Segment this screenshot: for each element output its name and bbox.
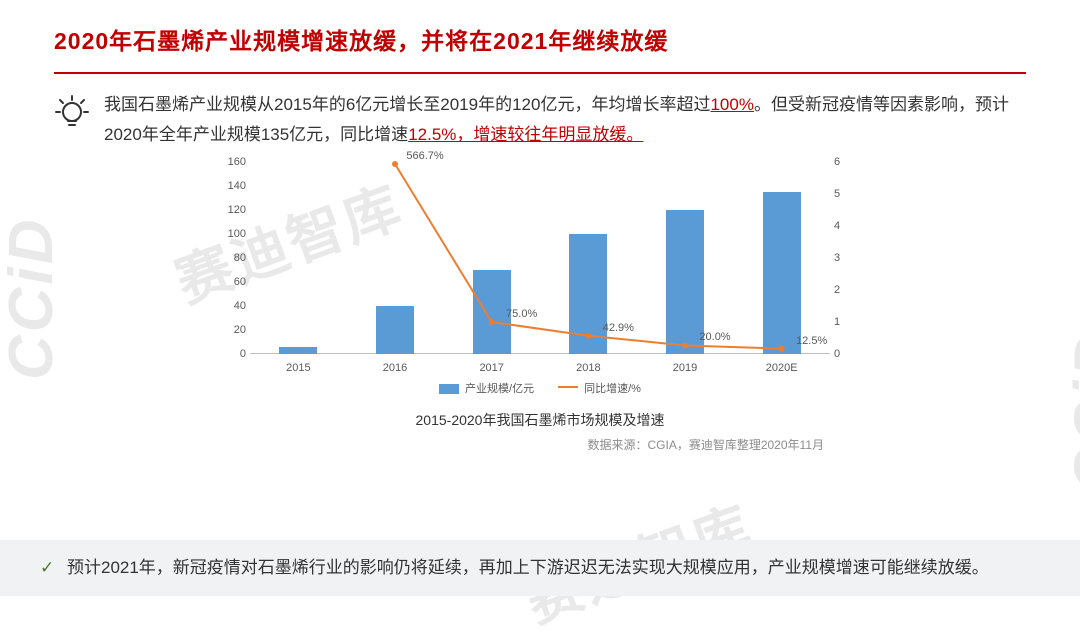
y-left-tick: 160 [224,156,246,168]
line-point-label: 12.5% [796,335,827,347]
y-right-tick: 2 [834,284,850,296]
y-right-tick: 1 [834,316,850,328]
x-tick-label: 2015 [250,362,347,374]
y-left-tick: 20 [224,324,246,336]
line-point-label: 42.9% [603,322,634,334]
y-left-tick: 0 [224,348,246,360]
intro-hl1: 100% [710,95,753,114]
chart-x-labels: 201520162017201820192020E [250,362,830,374]
footnote-text: 预计2021年，新冠疫情对石墨烯行业的影响仍将延续，再加上下游迟迟无法实现大规模… [67,558,989,577]
chart-line-layer [250,162,830,354]
chart-source: 数据来源：CGIA，赛迪智库整理2020年11月 [220,436,824,453]
legend-bar-swatch [439,384,459,394]
y-left-tick: 40 [224,300,246,312]
line-point-label: 566.7% [406,150,443,162]
page-title: 2020年石墨烯产业规模增速放缓，并将在2021年继续放缓 [54,22,1026,56]
y-right-tick: 3 [834,252,850,264]
y-right-tick: 6 [834,156,850,168]
legend-bar-label: 产业规模/亿元 [465,383,534,395]
y-right-tick: 4 [834,220,850,232]
line-point-label: 20.0% [699,331,730,343]
x-tick-label: 2019 [637,362,734,374]
x-tick-label: 2018 [540,362,637,374]
watermark-left: CCiD [0,216,67,380]
line-point-label: 75.0% [506,308,537,320]
intro-pre1: 我国石墨烯产业规模从2015年的6亿元增长至2019年的120亿元，年均增长率超… [104,95,710,114]
y-left-tick: 60 [224,276,246,288]
y-left-tick: 100 [224,228,246,240]
x-tick-label: 2016 [347,362,444,374]
lightbulb-icon [54,92,90,137]
legend-line-swatch [558,386,578,388]
footnote: 预计2021年，新冠疫情对石墨烯行业的影响仍将延续，再加上下游迟迟无法实现大规模… [0,540,1080,596]
legend-line-label: 同比增速/% [584,383,641,395]
legend-bar: 产业规模/亿元 [439,380,534,396]
chart-caption: 2015-2020年我国石墨烯市场规模及增速 [220,410,860,430]
intro-text: 我国石墨烯产业规模从2015年的6亿元增长至2019年的120亿元，年均增长率超… [104,90,1026,150]
legend-line: 同比增速/% [558,380,641,396]
chart: 201520162017201820192020E 02040608010012… [220,158,860,453]
watermark-right: CCiD [1062,330,1080,494]
x-tick-label: 2020E [733,362,830,374]
chart-plot: 201520162017201820192020E 02040608010012… [250,158,830,378]
y-right-tick: 5 [834,188,850,200]
y-left-tick: 120 [224,204,246,216]
y-left-tick: 140 [224,180,246,192]
y-left-tick: 80 [224,252,246,264]
intro-hl2: 12.5%，增速较往年明显放缓。 [408,125,643,144]
chart-legend: 产业规模/亿元 同比增速/% [220,380,860,396]
title-bar: 2020年石墨烯产业规模增速放缓，并将在2021年继续放缓 [0,0,1080,66]
y-right-tick: 0 [834,348,850,360]
intro-row: 我国石墨烯产业规模从2015年的6亿元增长至2019年的120亿元，年均增长率超… [0,74,1080,154]
x-tick-label: 2017 [443,362,540,374]
